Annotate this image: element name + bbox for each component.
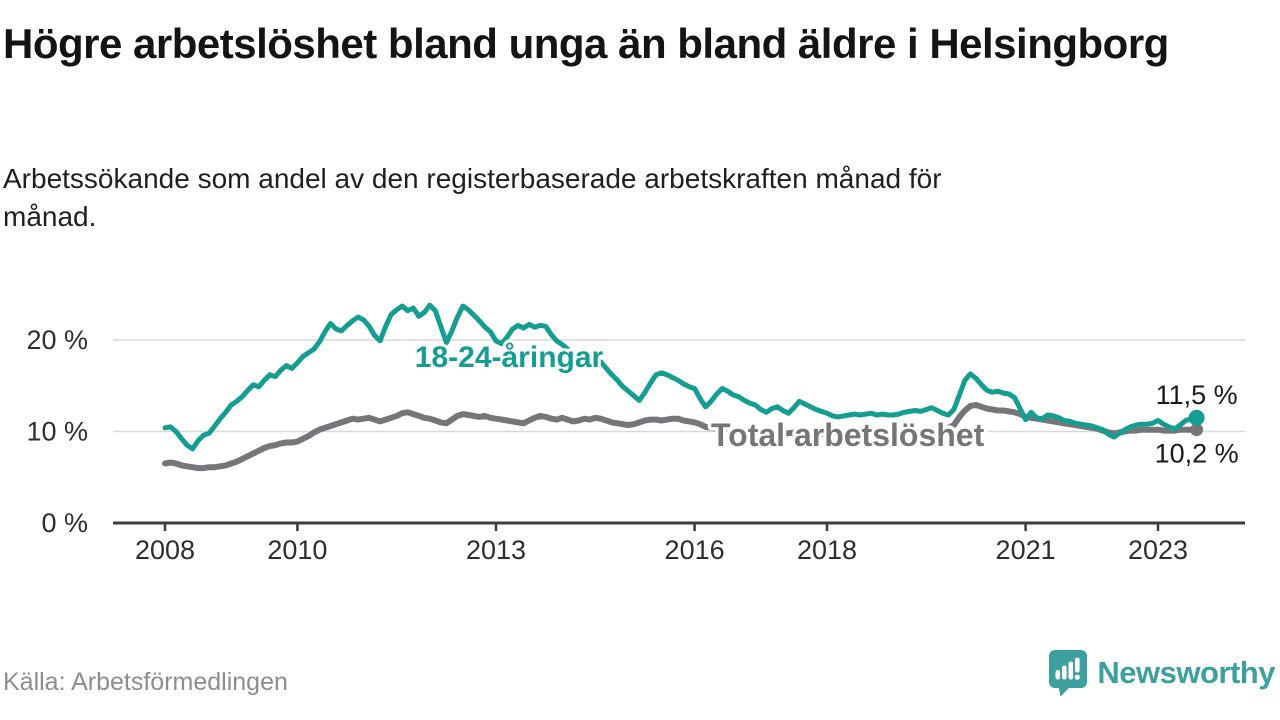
y-tick-label: 10 % bbox=[26, 417, 88, 447]
series-end-markers bbox=[1188, 409, 1205, 437]
series-label-total: Total arbetslöshet bbox=[711, 417, 985, 453]
y-tick-label: 20 % bbox=[26, 325, 88, 355]
end-value-label-young: 11,5 % bbox=[1156, 380, 1238, 410]
newsworthy-logo: Newsworthy bbox=[1047, 649, 1275, 697]
series-line-young bbox=[162, 302, 1200, 452]
newsworthy-logo-icon bbox=[1049, 650, 1088, 697]
newsworthy-logo-text: Newsworthy bbox=[1097, 655, 1275, 690]
x-tick-label: 2016 bbox=[665, 535, 725, 565]
series-label-young: 18-24-åringar bbox=[415, 341, 604, 374]
series-end-value-labels: 11,5 % 10,2 % bbox=[1155, 380, 1239, 469]
x-tick-label: 2023 bbox=[1128, 535, 1188, 565]
x-tick-label: 2013 bbox=[466, 535, 526, 565]
y-tick-label: 0 % bbox=[41, 508, 88, 538]
end-dot-young bbox=[1188, 409, 1205, 426]
x-tick-label: 2021 bbox=[996, 535, 1056, 565]
x-tick-label: 2008 bbox=[135, 535, 195, 565]
page-title: Högre arbetslöshet bland unga än bland ä… bbox=[3, 20, 1169, 67]
axis-tick-labels: 2008 2010 2013 2016 2018 2021 2023 0 % 10 % 20 % bbox=[26, 325, 1188, 565]
x-axis bbox=[113, 521, 1245, 531]
series-lines bbox=[162, 302, 1200, 472]
end-value-label-total: 10,2 % bbox=[1155, 439, 1239, 469]
x-tick-label: 2018 bbox=[797, 535, 857, 565]
x-tick-label: 2010 bbox=[267, 535, 327, 565]
gridlines bbox=[113, 339, 1245, 433]
end-dot-total bbox=[1190, 423, 1204, 437]
source-note: Källa: Arbetsförmedlingen bbox=[3, 668, 288, 696]
chart-subtitle: Arbetssökande som andel av den registerb… bbox=[3, 163, 942, 233]
series-labels: 18-24-åringar Total arbetslöshet bbox=[412, 338, 988, 457]
series-line-total bbox=[162, 402, 1200, 472]
